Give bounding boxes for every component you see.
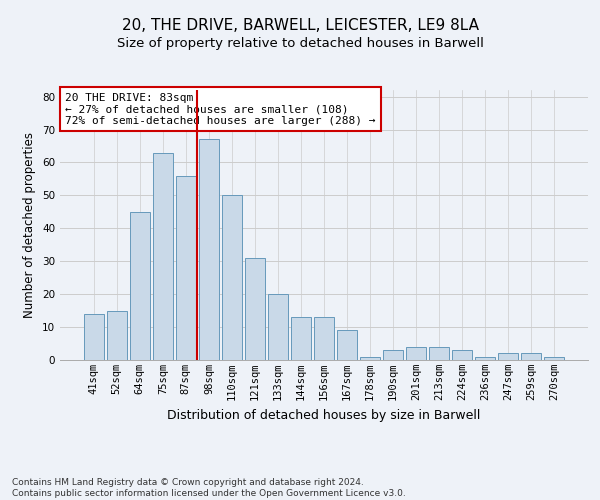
Text: 20 THE DRIVE: 83sqm
← 27% of detached houses are smaller (108)
72% of semi-detac: 20 THE DRIVE: 83sqm ← 27% of detached ho… [65,92,376,126]
Bar [406,347,426,360]
Bar [544,356,564,360]
Bar [291,317,311,360]
Bar [176,176,196,360]
Bar [222,196,242,360]
Bar [499,354,518,360]
Bar [153,152,173,360]
Bar [430,347,449,360]
Bar [84,314,104,360]
Text: Contains HM Land Registry data © Crown copyright and database right 2024.
Contai: Contains HM Land Registry data © Crown c… [12,478,406,498]
Bar [245,258,265,360]
Bar [130,212,149,360]
Bar [337,330,357,360]
Text: Size of property relative to detached houses in Barwell: Size of property relative to detached ho… [116,38,484,51]
Bar [268,294,288,360]
Bar [521,354,541,360]
Text: 20, THE DRIVE, BARWELL, LEICESTER, LE9 8LA: 20, THE DRIVE, BARWELL, LEICESTER, LE9 8… [121,18,479,32]
Bar [107,310,127,360]
X-axis label: Distribution of detached houses by size in Barwell: Distribution of detached houses by size … [167,408,481,422]
Bar [452,350,472,360]
Bar [314,317,334,360]
Bar [475,356,495,360]
Bar [199,140,218,360]
Bar [383,350,403,360]
Y-axis label: Number of detached properties: Number of detached properties [23,132,37,318]
Bar [360,356,380,360]
